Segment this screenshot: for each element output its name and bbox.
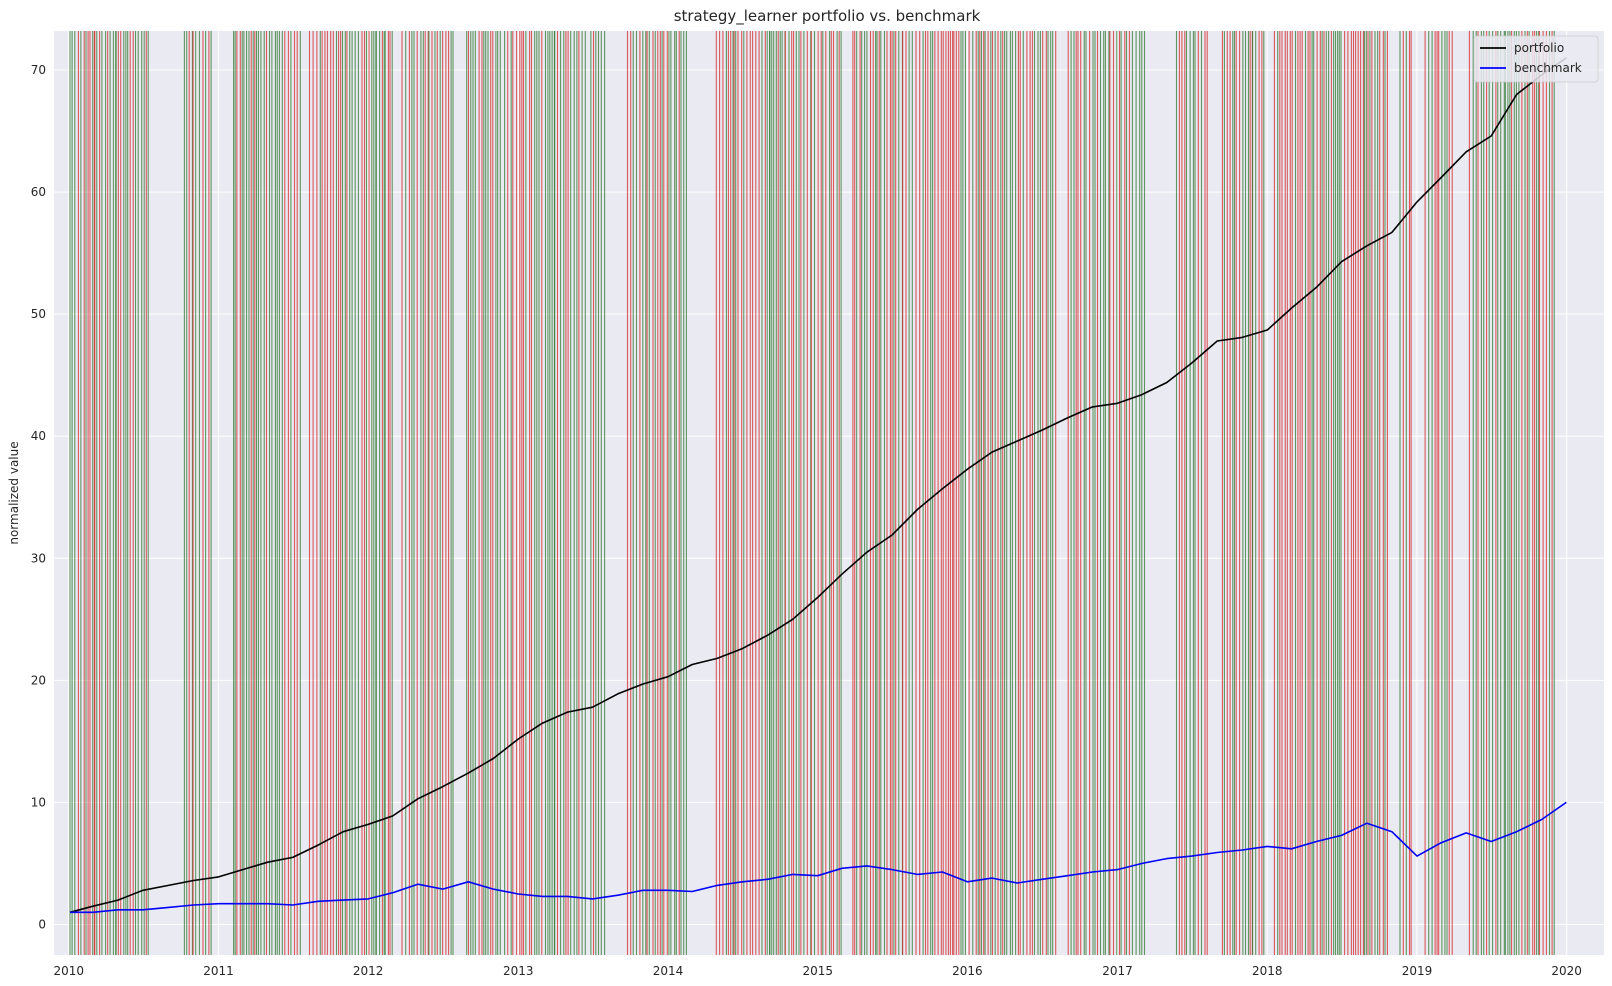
y-tick-label: 40 <box>31 429 46 443</box>
x-tick-label: 2018 <box>1252 964 1283 978</box>
x-tick-label: 2016 <box>952 964 983 978</box>
x-tick-label: 2019 <box>1402 964 1433 978</box>
y-tick-label: 50 <box>31 307 46 321</box>
series-line-benchmark <box>70 801 1567 914</box>
grid-lines <box>54 31 1604 955</box>
plot-area <box>54 31 1604 955</box>
x-tick-label: 2015 <box>802 964 833 978</box>
x-tick-label: 2017 <box>1102 964 1133 978</box>
y-tick-label: 0 <box>38 917 46 931</box>
legend-label-portfolio: portfolio <box>1514 41 1564 55</box>
chart-title: strategy_learner portfolio vs. benchmark <box>674 7 981 26</box>
x-tick-label: 2014 <box>653 964 684 978</box>
legend-label-benchmark: benchmark <box>1514 61 1582 75</box>
trade-signal-bands <box>69 31 1555 955</box>
x-tick-label: 2010 <box>53 964 84 978</box>
y-tick-label: 10 <box>31 795 46 809</box>
y-tick-label: 70 <box>31 63 46 77</box>
y-axis-label: normalized value <box>7 441 21 544</box>
legend: portfolio benchmark <box>1473 35 1599 83</box>
y-tick-label: 60 <box>31 185 46 199</box>
y-tick-label: 30 <box>31 551 46 565</box>
series-line-portfolio <box>69 57 1567 914</box>
x-tick-label: 2020 <box>1551 964 1582 978</box>
y-tick-label: 20 <box>31 673 46 687</box>
x-tick-label: 2011 <box>203 964 234 978</box>
series-lines <box>69 57 1567 914</box>
tick-labels: 0 10 20 30 40 50 60 70 2010 2011 2012 2013 2014 2015 2… <box>31 63 1582 978</box>
x-tick-label: 2013 <box>503 964 534 978</box>
x-tick-label: 2012 <box>353 964 384 978</box>
